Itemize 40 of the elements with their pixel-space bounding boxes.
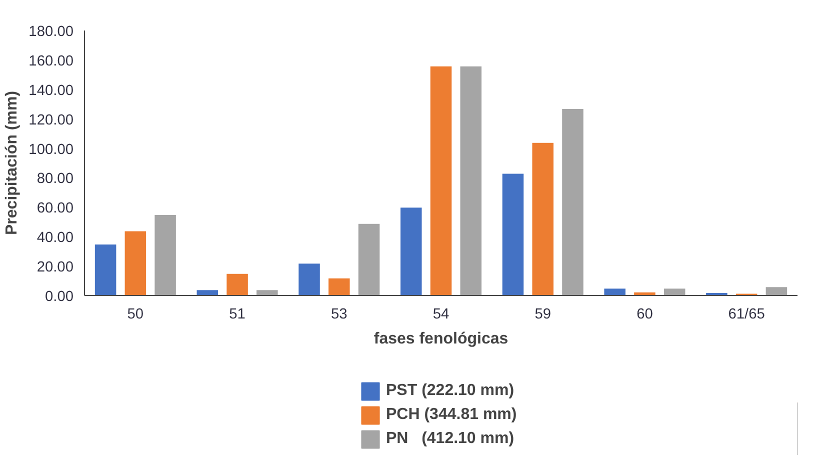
- x-tick-label: 53: [330, 306, 348, 322]
- x-axis-title: fases fenológicas: [374, 330, 508, 348]
- x-tick-label: 60: [636, 306, 653, 322]
- bar: [226, 272, 249, 296]
- y-tick-label: 60.00: [36, 200, 74, 217]
- y-tick-label: 20.00: [36, 260, 74, 276]
- bar: [298, 262, 321, 296]
- bar: [662, 288, 686, 296]
- legend-label: PCH (344.81 mm): [386, 406, 517, 424]
- y-tick-label: 160.00: [28, 53, 74, 70]
- bar: [531, 142, 554, 296]
- bar: [561, 108, 584, 296]
- bar: [357, 222, 381, 296]
- x-tick-label: 59: [534, 306, 552, 322]
- bar: [196, 289, 220, 296]
- bar: [603, 288, 626, 296]
- bar: [256, 289, 279, 296]
- y-tick-label: 180.00: [28, 24, 74, 40]
- legend-label: PN (412.10 mm): [386, 430, 514, 448]
- y-tick-label: 140.00: [28, 82, 74, 99]
- bar: [459, 65, 483, 296]
- bar: [124, 230, 148, 296]
- y-axis-title: Precipitación (mm): [4, 90, 21, 236]
- bar: [429, 65, 453, 296]
- y-tick-label: 80.00: [36, 171, 74, 188]
- y-tick-label: 120.00: [28, 112, 74, 128]
- bar: [764, 286, 788, 296]
- y-tick-label: 40.00: [36, 230, 74, 246]
- y-tick-label: 100.00: [28, 142, 74, 158]
- bar: [154, 214, 177, 296]
- bar: [399, 206, 423, 296]
- x-tick-label: 54: [432, 306, 450, 322]
- x-tick-label: 50: [127, 306, 144, 322]
- bar: [328, 277, 351, 296]
- x-tick-label: 51: [229, 306, 246, 322]
- bar: [94, 243, 118, 296]
- bar: [501, 172, 525, 296]
- y-tick-label: 0.00: [44, 289, 74, 305]
- x-tick-label: 61/65: [728, 306, 765, 322]
- legend-label: PST (222.10 mm): [386, 382, 514, 400]
